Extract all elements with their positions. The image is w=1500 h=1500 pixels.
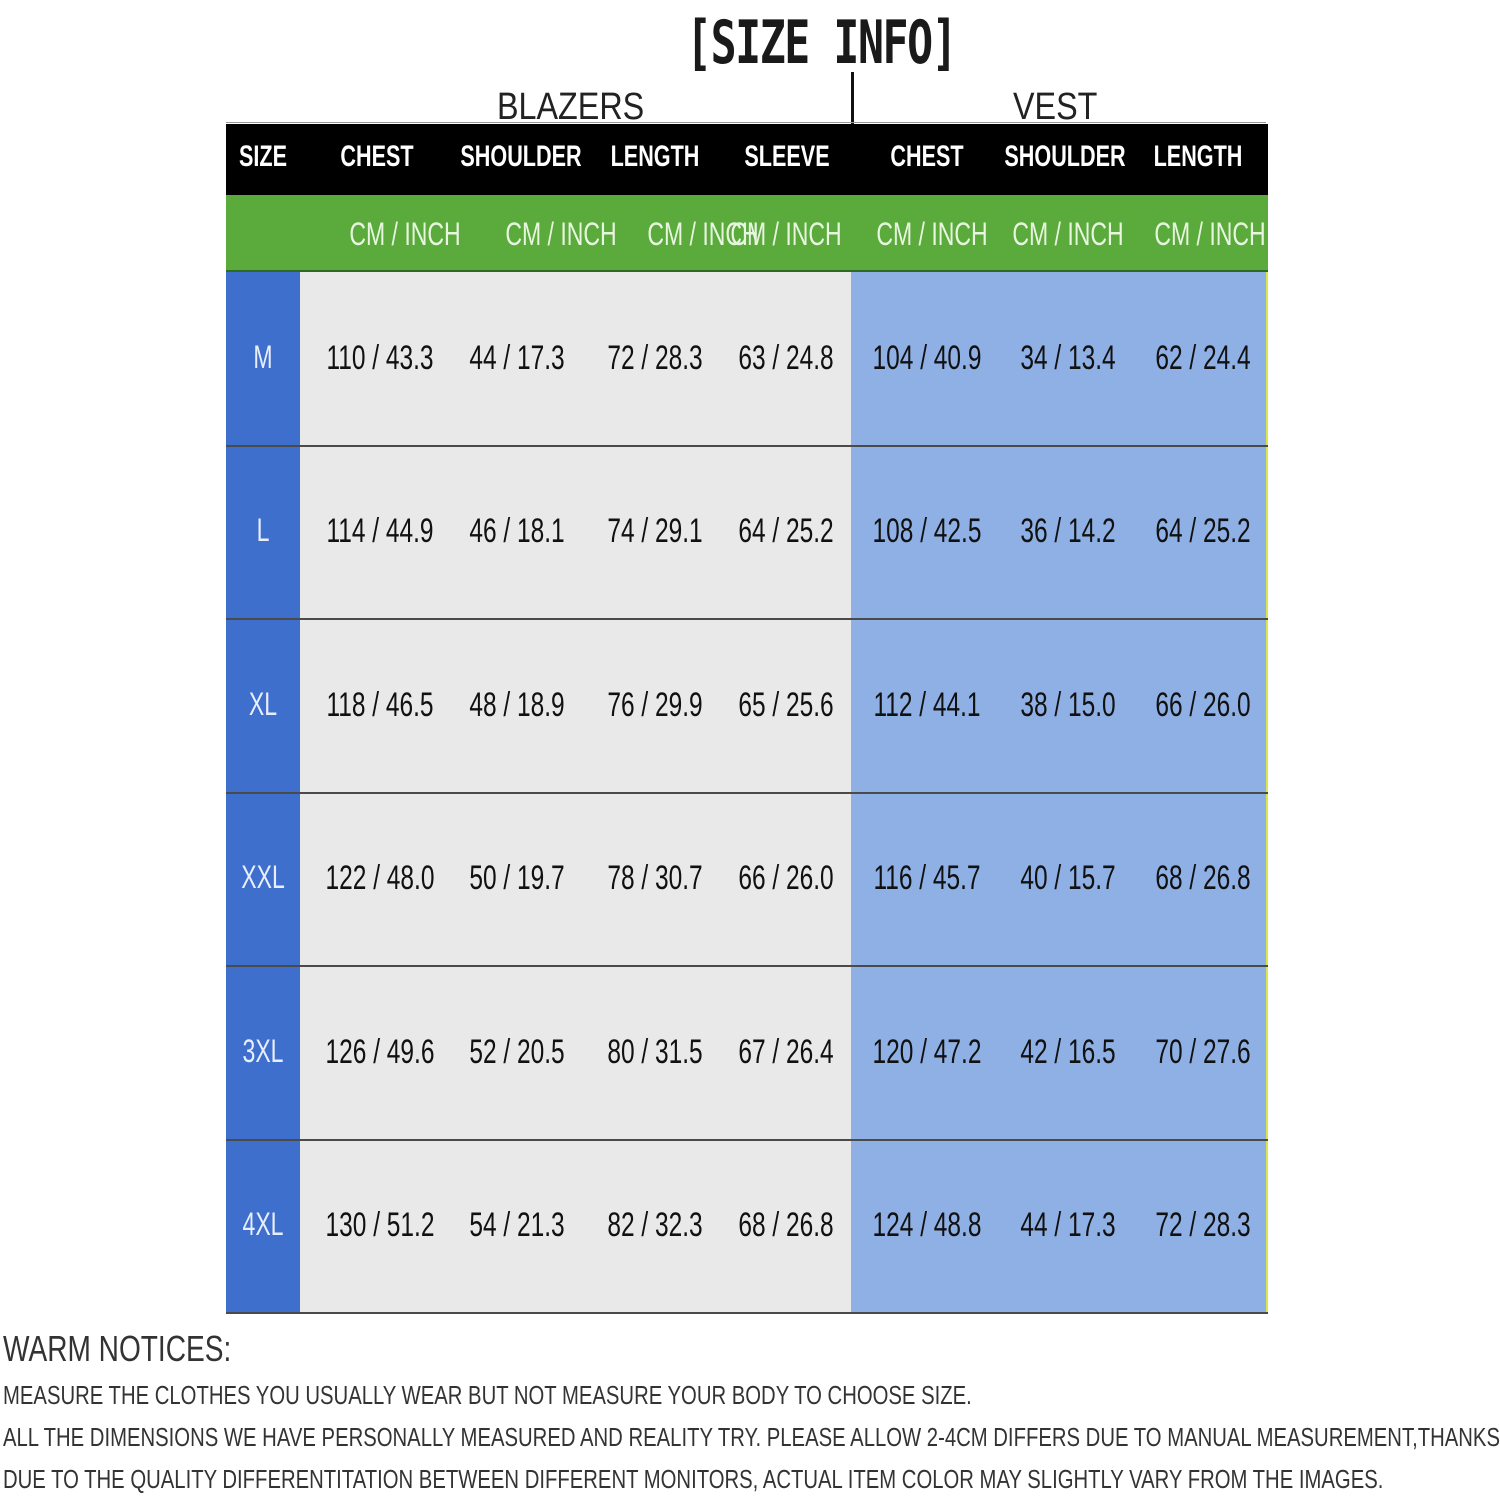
size-label: 4XL: [242, 1206, 284, 1243]
table-cell: 124 / 48.8: [872, 1206, 982, 1245]
table-cell: 74 / 29.1: [607, 512, 703, 551]
table-cell: 104 / 40.9: [872, 338, 982, 377]
table-cell: 38 / 15.0: [1020, 685, 1116, 724]
table-cell: 48 / 18.9: [469, 685, 565, 724]
table-cell: 63 / 24.8: [738, 338, 834, 377]
unit-label: CM / INCH: [730, 216, 842, 252]
unit-label: CM / INCH: [876, 216, 988, 252]
notices-heading: WARM NOTICES:: [3, 1328, 232, 1369]
column-header: LENGTH: [1153, 140, 1243, 173]
row-divider: [226, 1312, 1268, 1314]
table-cell: 46 / 18.1: [469, 512, 565, 551]
row-divider: [226, 444, 1268, 447]
row-divider: [226, 1138, 1268, 1141]
table-cell: 72 / 28.3: [607, 338, 703, 377]
table-cell: 80 / 31.5: [607, 1032, 703, 1071]
table-cell: 66 / 26.0: [1155, 685, 1251, 724]
row-divider: [226, 618, 1268, 620]
table-cell: 72 / 28.3: [1155, 1206, 1251, 1245]
page-title: [SIZE INFO]: [686, 8, 958, 78]
divider: [851, 72, 854, 124]
table-cell: 62 / 24.4: [1155, 338, 1251, 377]
unit-label: CM / INCH: [647, 216, 759, 252]
table-cell: 68 / 26.8: [738, 1206, 834, 1245]
size-label: M: [253, 338, 273, 375]
unit-label: CM / INCH: [505, 216, 617, 252]
table-cell: 64 / 25.2: [1155, 512, 1251, 551]
table-cell: 68 / 26.8: [1155, 859, 1251, 898]
table-cell: 76 / 29.9: [607, 685, 703, 724]
unit-label: CM / INCH: [1012, 216, 1124, 252]
table-cell: 42 / 16.5: [1020, 1032, 1116, 1071]
notice-line: MEASURE THE CLOTHES YOU USUALLY WEAR BUT…: [3, 1380, 972, 1410]
table-cell: 44 / 17.3: [469, 338, 565, 377]
table-cell: 65 / 25.6: [738, 685, 834, 724]
table-cell: 52 / 20.5: [469, 1032, 565, 1071]
table-cell: 78 / 30.7: [607, 859, 703, 898]
table-cell: 67 / 26.4: [738, 1032, 834, 1071]
column-header: SHOULDER: [1004, 140, 1126, 173]
column-header: CHEST: [340, 140, 414, 173]
table-cell: 112 / 44.1: [873, 685, 981, 724]
table-cell: 44 / 17.3: [1020, 1206, 1116, 1245]
unit-label: CM / INCH: [349, 216, 461, 252]
table-cell: 82 / 32.3: [607, 1206, 703, 1245]
table-cell: 116 / 45.7: [873, 859, 981, 898]
table-cell: 118 / 46.5: [326, 685, 434, 724]
table-cell: 54 / 21.3: [469, 1206, 565, 1245]
table-cell: 110 / 43.3: [326, 338, 434, 377]
column-header: LENGTH: [610, 140, 700, 173]
table-cell: 34 / 13.4: [1020, 338, 1116, 377]
table-cell: 114 / 44.9: [326, 512, 434, 551]
group-label-vest: VEST: [1013, 86, 1098, 128]
table-cell: 64 / 25.2: [738, 512, 834, 551]
table-cell: 70 / 27.6: [1155, 1032, 1251, 1071]
row-divider: [226, 791, 1268, 794]
size-label: 3XL: [242, 1032, 284, 1069]
table-cell: 40 / 15.7: [1020, 859, 1116, 898]
table-header: [226, 124, 1268, 195]
column-header: SIZE: [238, 140, 288, 173]
table-cell: 108 / 42.5: [872, 512, 982, 551]
table-cell: 36 / 14.2: [1020, 512, 1116, 551]
column-header: CHEST: [890, 140, 964, 173]
column-header: SLEEVE: [744, 140, 830, 173]
notice-line: ALL THE DIMENSIONS WE HAVE PERSONALLY ME…: [3, 1422, 1500, 1452]
table-cell: 66 / 26.0: [738, 859, 834, 898]
column-header: SHOULDER: [460, 140, 582, 173]
size-label: L: [256, 512, 270, 549]
notice-line: DUE TO THE QUALITY DIFFERENTITATION BETW…: [3, 1464, 1384, 1494]
table-cell: 126 / 49.6: [325, 1032, 435, 1071]
units-row: [226, 195, 1268, 272]
unit-label: CM / INCH: [1154, 216, 1266, 252]
row-divider: [226, 965, 1268, 967]
table-cell: 130 / 51.2: [325, 1206, 435, 1245]
size-label: XL: [248, 685, 278, 722]
table-cell: 50 / 19.7: [469, 859, 565, 898]
table-cell: 122 / 48.0: [325, 859, 435, 898]
table-cell: 120 / 47.2: [872, 1032, 982, 1071]
divider: [226, 122, 1266, 123]
size-label: XXL: [241, 859, 285, 896]
group-label-blazers: BLAZERS: [497, 86, 645, 128]
